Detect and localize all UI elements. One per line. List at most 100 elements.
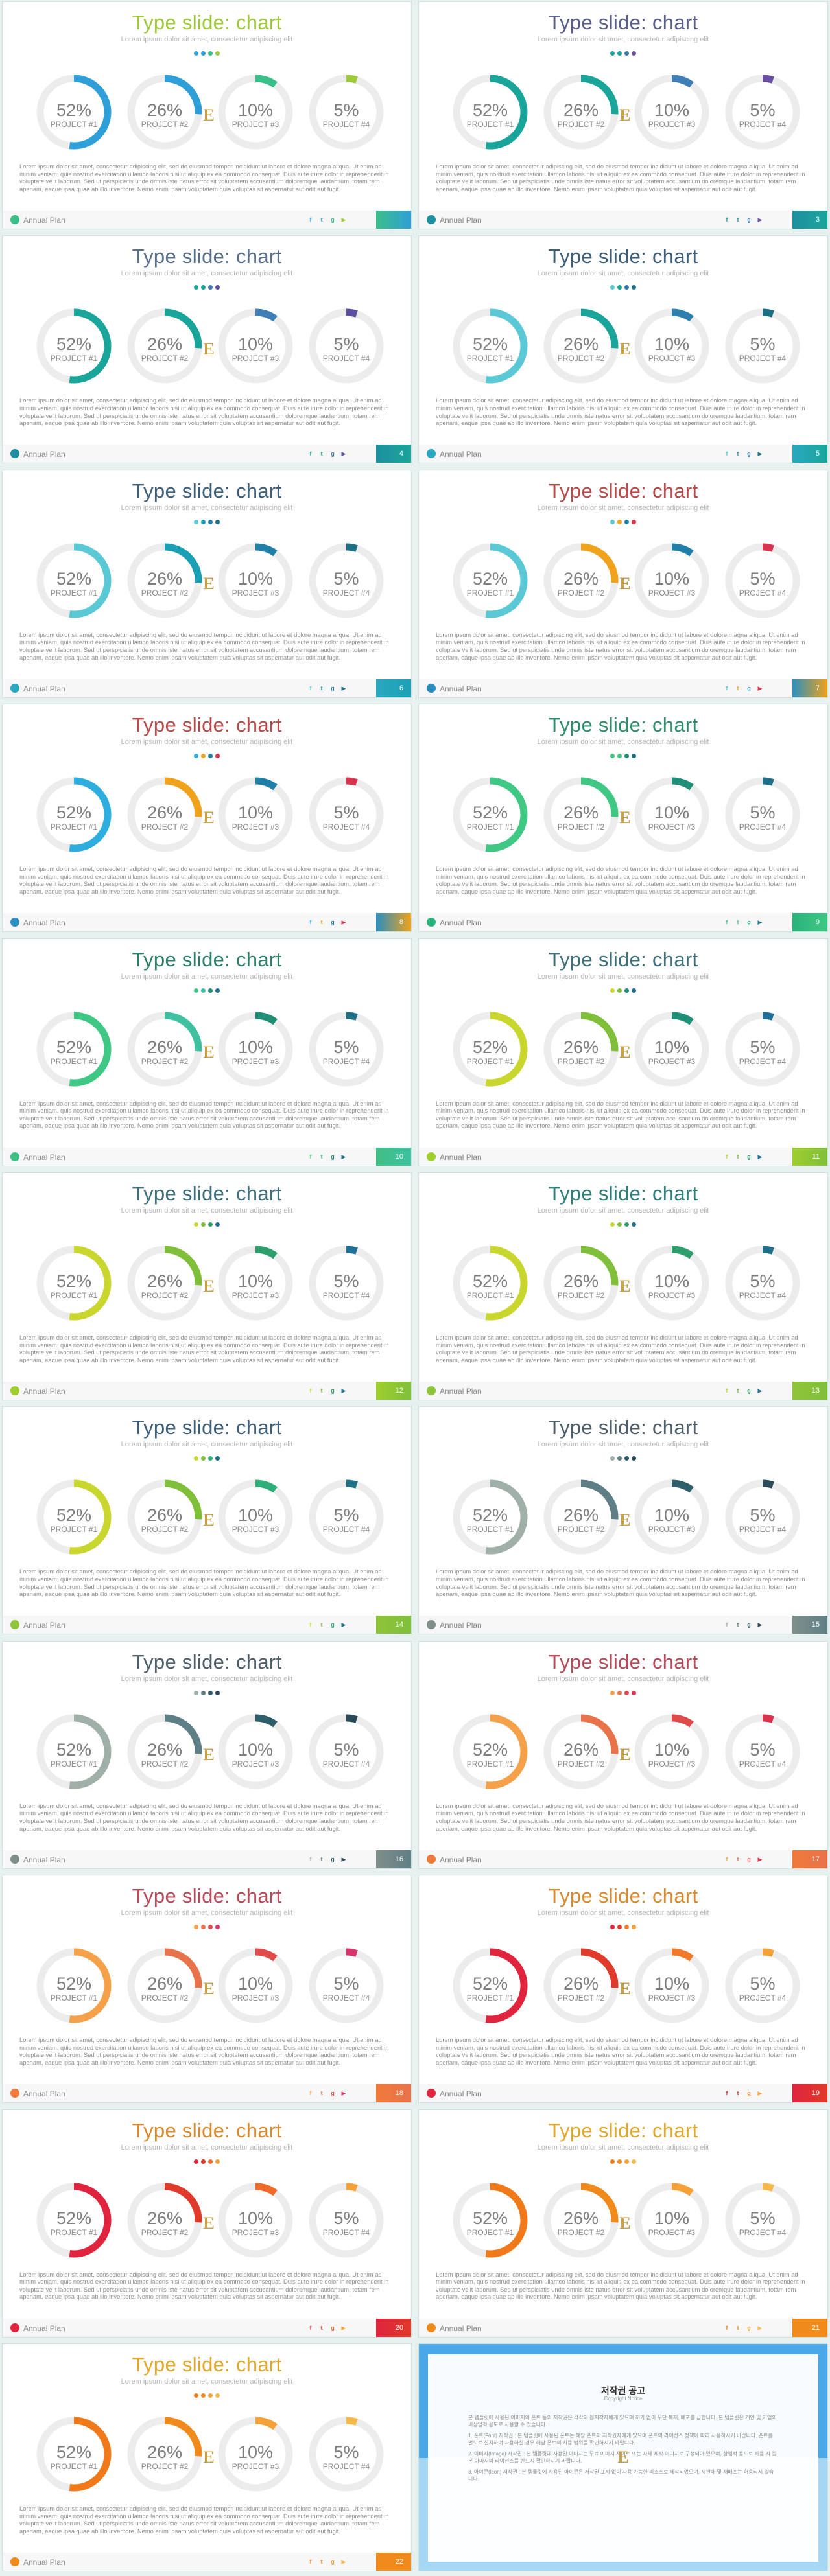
youtube-icon[interactable]: ▶ [757, 450, 763, 458]
twitter-icon[interactable]: t [320, 1387, 323, 1394]
twitter-icon[interactable]: t [320, 1621, 323, 1629]
youtube-icon[interactable]: ▶ [341, 1855, 346, 1862]
slide[interactable]: Type slide: chart Lorem ipsum dolor sit a… [3, 1407, 411, 1634]
googleplus-icon[interactable]: g [747, 450, 751, 458]
twitter-icon[interactable]: t [737, 919, 739, 926]
twitter-icon[interactable]: t [320, 1153, 323, 1160]
slide[interactable]: Type slide: chart Lorem ipsum dolor sit a… [419, 1173, 827, 1400]
facebook-icon[interactable]: f [726, 1855, 728, 1862]
slide[interactable]: Type slide: chart Lorem ipsum dolor sit a… [419, 704, 827, 932]
slide[interactable]: Type slide: chart Lorem ipsum dolor sit a… [419, 2, 827, 229]
youtube-icon[interactable]: ▶ [341, 216, 346, 223]
facebook-icon[interactable]: f [309, 1153, 312, 1160]
googleplus-icon[interactable]: g [747, 2324, 751, 2331]
facebook-icon[interactable]: f [726, 1621, 728, 1629]
googleplus-icon[interactable]: g [747, 1153, 751, 1160]
twitter-icon[interactable]: t [320, 2324, 323, 2331]
slide[interactable]: Type slide: chart Lorem ipsum dolor sit a… [3, 2109, 411, 2337]
youtube-icon[interactable]: ▶ [341, 2324, 346, 2331]
twitter-icon[interactable]: t [737, 216, 739, 223]
twitter-icon[interactable]: t [320, 2090, 323, 2097]
youtube-icon[interactable]: ▶ [757, 684, 763, 691]
facebook-icon[interactable]: f [309, 919, 312, 926]
slide[interactable]: Type slide: chart Lorem ipsum dolor sit a… [3, 2344, 411, 2571]
twitter-icon[interactable]: t [320, 1855, 323, 1862]
googleplus-icon[interactable]: g [331, 450, 335, 458]
twitter-icon[interactable]: t [737, 450, 739, 458]
slide[interactable]: Type slide: chart Lorem ipsum dolor sit a… [3, 1875, 411, 2103]
googleplus-icon[interactable]: g [331, 1387, 335, 1394]
twitter-icon[interactable]: t [320, 2559, 323, 2565]
googleplus-icon[interactable]: g [331, 216, 335, 223]
slide[interactable]: Type slide: chart Lorem ipsum dolor sit a… [419, 1875, 827, 2103]
googleplus-icon[interactable]: g [331, 2324, 335, 2331]
googleplus-icon[interactable]: g [747, 1621, 751, 1629]
facebook-icon[interactable]: f [309, 684, 312, 691]
googleplus-icon[interactable]: g [747, 2090, 751, 2097]
facebook-icon[interactable]: f [309, 450, 312, 458]
slide[interactable]: Type slide: chart Lorem ipsum dolor sit a… [419, 1407, 827, 1634]
youtube-icon[interactable]: ▶ [757, 1153, 763, 1160]
facebook-icon[interactable]: f [726, 2090, 728, 2097]
twitter-icon[interactable]: t [737, 1387, 739, 1394]
youtube-icon[interactable]: ▶ [757, 1387, 763, 1394]
twitter-icon[interactable]: t [737, 2324, 739, 2331]
googleplus-icon[interactable]: g [331, 2090, 335, 2097]
twitter-icon[interactable]: t [320, 684, 323, 691]
googleplus-icon[interactable]: g [331, 919, 335, 926]
googleplus-icon[interactable]: g [747, 919, 751, 926]
facebook-icon[interactable]: f [726, 216, 728, 223]
youtube-icon[interactable]: ▶ [757, 2090, 763, 2097]
youtube-icon[interactable]: ▶ [341, 684, 346, 691]
slide[interactable]: Type slide: chart Lorem ipsum dolor sit a… [3, 236, 411, 463]
facebook-icon[interactable]: f [309, 1387, 312, 1394]
googleplus-icon[interactable]: g [331, 1855, 335, 1862]
youtube-icon[interactable]: ▶ [341, 1621, 346, 1629]
twitter-icon[interactable]: t [737, 684, 739, 691]
slide[interactable]: Type slide: chart Lorem ipsum dolor sit a… [3, 704, 411, 932]
googleplus-icon[interactable]: g [331, 684, 335, 691]
slide[interactable]: Type slide: chart Lorem ipsum dolor sit a… [419, 938, 827, 1166]
googleplus-icon[interactable]: g [747, 684, 751, 691]
slide[interactable]: Type slide: chart Lorem ipsum dolor sit a… [3, 470, 411, 697]
slide[interactable]: Type slide: chart Lorem ipsum dolor sit a… [419, 236, 827, 463]
youtube-icon[interactable]: ▶ [757, 2324, 763, 2331]
facebook-icon[interactable]: f [726, 919, 728, 926]
youtube-icon[interactable]: ▶ [341, 919, 346, 926]
facebook-icon[interactable]: f [309, 216, 312, 223]
twitter-icon[interactable]: t [320, 919, 323, 926]
facebook-icon[interactable]: f [309, 1621, 312, 1629]
facebook-icon[interactable]: f [726, 1387, 728, 1394]
slide[interactable]: Type slide: chart Lorem ipsum dolor sit a… [419, 2109, 827, 2337]
youtube-icon[interactable]: ▶ [341, 1153, 346, 1160]
copyright-slide[interactable]: 저작권 공고 Copyright Notice 본 템플릿에 사용된 이미지와 폰트… [419, 2344, 827, 2571]
youtube-icon[interactable]: ▶ [757, 216, 763, 223]
slide[interactable]: Type slide: chart Lorem ipsum dolor sit a… [419, 1641, 827, 1868]
googleplus-icon[interactable]: g [331, 1153, 335, 1160]
googleplus-icon[interactable]: g [747, 1387, 751, 1394]
facebook-icon[interactable]: f [726, 2324, 728, 2331]
googleplus-icon[interactable]: g [747, 216, 751, 223]
twitter-icon[interactable]: t [320, 450, 323, 458]
twitter-icon[interactable]: t [320, 216, 323, 223]
twitter-icon[interactable]: t [737, 1153, 739, 1160]
facebook-icon[interactable]: f [726, 1153, 728, 1160]
twitter-icon[interactable]: t [737, 1621, 739, 1629]
facebook-icon[interactable]: f [309, 1855, 312, 1862]
youtube-icon[interactable]: ▶ [757, 919, 763, 926]
twitter-icon[interactable]: t [737, 2090, 739, 2097]
facebook-icon[interactable]: f [726, 684, 728, 691]
youtube-icon[interactable]: ▶ [757, 1621, 763, 1629]
facebook-icon[interactable]: f [309, 2324, 312, 2331]
youtube-icon[interactable]: ▶ [341, 1387, 346, 1394]
slide[interactable]: Type slide: chart Lorem ipsum dolor sit a… [419, 470, 827, 697]
facebook-icon[interactable]: f [309, 2090, 312, 2097]
slide[interactable]: Type slide: chart Lorem ipsum dolor sit a… [3, 938, 411, 1166]
slide[interactable]: Type slide: chart Lorem ipsum dolor sit a… [3, 1173, 411, 1400]
facebook-icon[interactable]: f [309, 2559, 312, 2565]
facebook-icon[interactable]: f [726, 450, 728, 458]
youtube-icon[interactable]: ▶ [341, 2559, 346, 2565]
googleplus-icon[interactable]: g [331, 1621, 335, 1629]
youtube-icon[interactable]: ▶ [341, 450, 346, 458]
slide[interactable]: Type slide: chart Lorem ipsum dolor sit a… [3, 2, 411, 229]
